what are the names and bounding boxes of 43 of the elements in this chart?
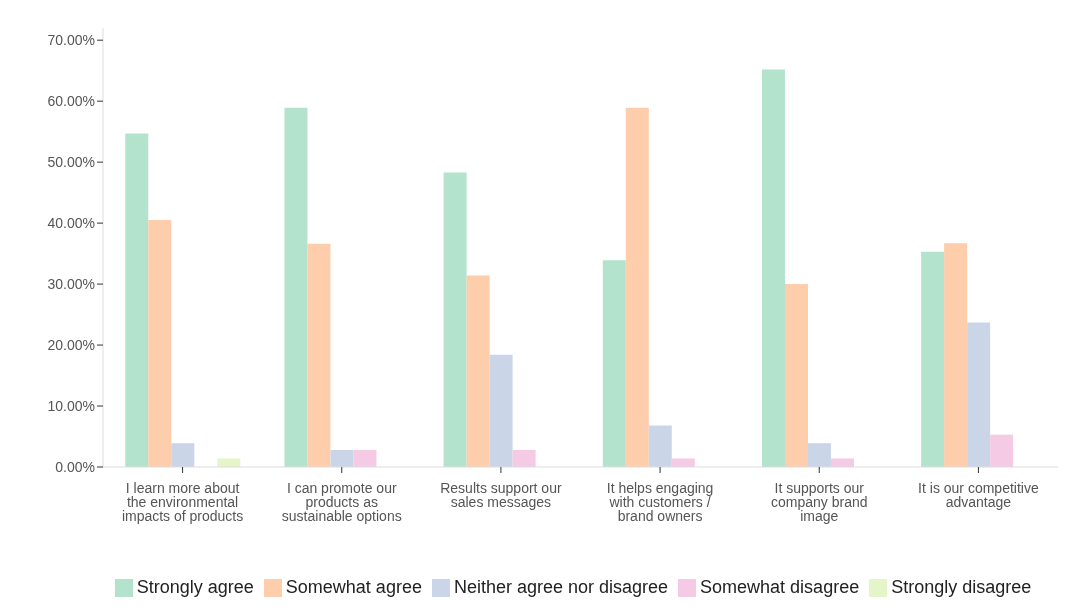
- bar: [648, 425, 672, 467]
- bar: [990, 434, 1014, 467]
- x-tick-label: I can promote our products as sustainable options: [281, 479, 402, 524]
- bar: [967, 322, 991, 467]
- legend-label: Strongly agree: [136, 577, 254, 597]
- bar: [148, 220, 172, 467]
- x-tick-label: It supports our company brand image: [770, 479, 868, 524]
- bar: [512, 449, 536, 467]
- bar: [125, 133, 149, 467]
- y-tick-label: 50.00%: [47, 154, 95, 171]
- bar: [602, 260, 626, 467]
- bar: [489, 354, 513, 467]
- x-tick-label: Results support our sales messages: [440, 479, 562, 510]
- bar: [784, 284, 808, 467]
- bar: [944, 243, 968, 467]
- bar: [625, 107, 649, 467]
- y-tick-label: 60.00%: [47, 93, 95, 110]
- bar: [217, 458, 241, 467]
- bar: [671, 458, 695, 467]
- bar: [466, 275, 490, 467]
- bar: [284, 107, 308, 467]
- bar: [307, 243, 331, 467]
- y-tick-label: 30.00%: [47, 276, 95, 293]
- legend-label: Strongly disagree: [891, 577, 1032, 597]
- legend-label: Somewhat disagree: [700, 577, 860, 597]
- y-tick-label: 20.00%: [47, 337, 95, 354]
- bar: [761, 69, 785, 467]
- y-tick-label: 0.00%: [55, 458, 95, 475]
- y-tick-label: 40.00%: [47, 215, 95, 232]
- bar: [330, 449, 354, 467]
- y-tick-label: 10.00%: [47, 398, 95, 414]
- bar: [921, 251, 945, 467]
- x-tick-label: I learn more about the environmental impacts of products: [121, 479, 244, 524]
- bar: [443, 172, 467, 467]
- x-tick-label: It is our competitive advantage: [918, 479, 1039, 510]
- bar: [807, 443, 831, 467]
- legend-label: Neither agree nor disagree: [453, 577, 669, 597]
- bar: [171, 443, 195, 467]
- legend-label: Somewhat agree: [285, 577, 422, 597]
- bar: [830, 458, 854, 467]
- x-tick-label: It helps engaging with customers / brand owners: [606, 479, 714, 524]
- y-tick-label: 70.00%: [47, 32, 95, 49]
- bar: [353, 449, 377, 467]
